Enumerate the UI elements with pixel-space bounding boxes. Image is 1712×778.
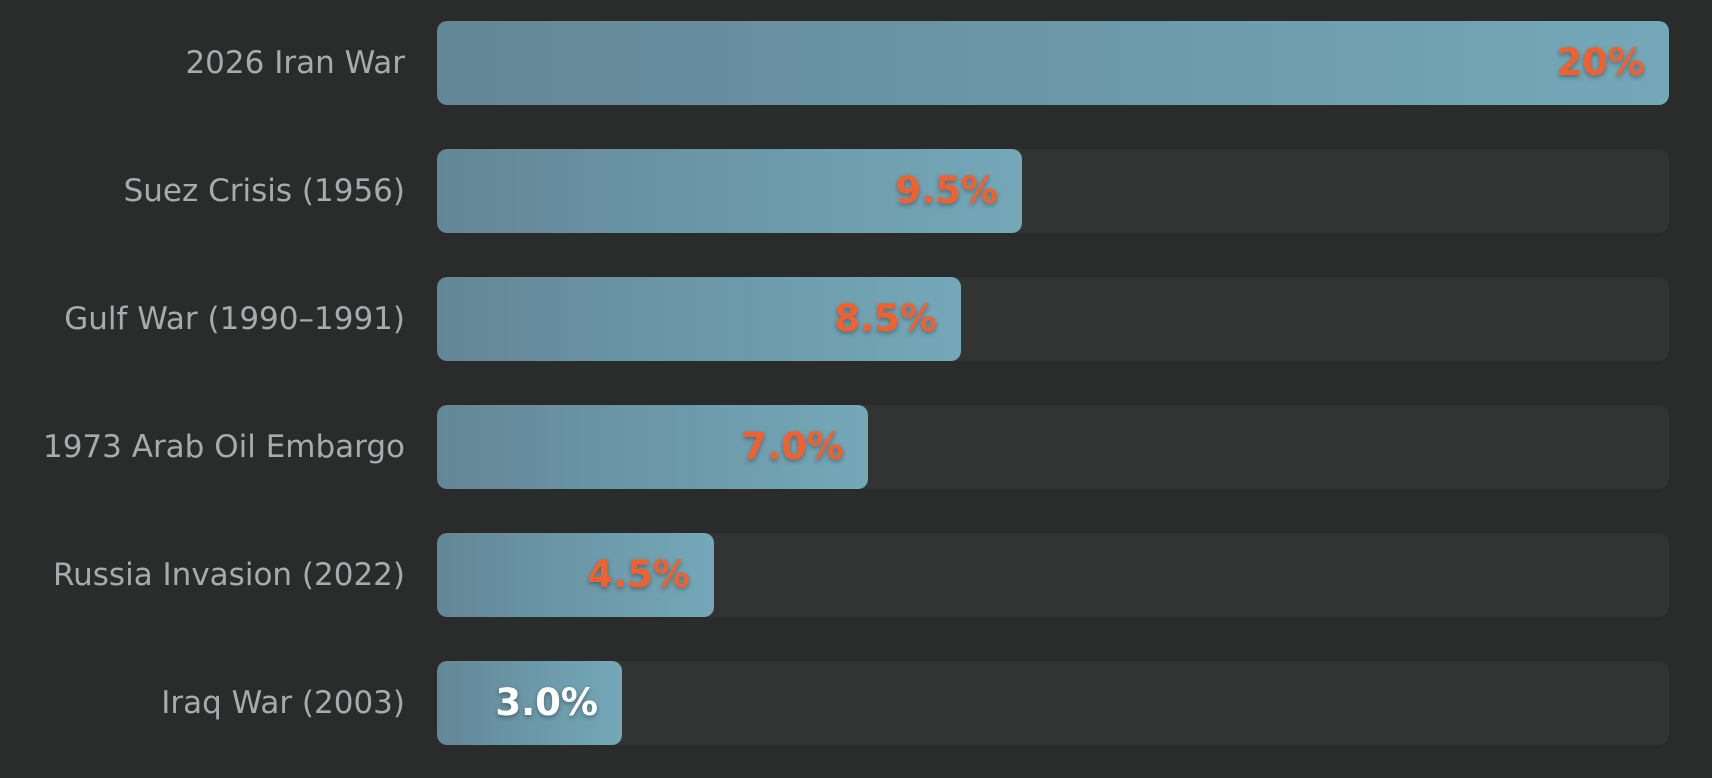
bar: 3.0% — [437, 661, 622, 745]
bar-row: 1973 Arab Oil Embargo 7.0% — [0, 405, 1712, 489]
value-label: 3.0% — [495, 681, 598, 724]
bar-track: 8.5% — [437, 277, 1669, 361]
bar-row: Suez Crisis (1956) 9.5% — [0, 149, 1712, 233]
bar: 20% — [437, 21, 1669, 105]
bar-row: Russia Invasion (2022) 4.5% — [0, 533, 1712, 617]
value-label: 9.5% — [895, 169, 998, 212]
bar-row: Gulf War (1990–1991) 8.5% — [0, 277, 1712, 361]
bar-track: 4.5% — [437, 533, 1669, 617]
bar: 4.5% — [437, 533, 714, 617]
bar: 7.0% — [437, 405, 868, 489]
value-label: 20% — [1556, 41, 1645, 84]
bar-row: Iraq War (2003) 3.0% — [0, 661, 1712, 745]
category-label: 2026 Iran War — [185, 45, 405, 81]
category-label: Suez Crisis (1956) — [123, 173, 405, 209]
bar: 9.5% — [437, 149, 1022, 233]
value-label: 7.0% — [741, 425, 844, 468]
category-label: Gulf War (1990–1991) — [64, 301, 405, 337]
category-label: Iraq War (2003) — [161, 685, 405, 721]
bar-row: 2026 Iran War 20% — [0, 21, 1712, 105]
value-label: 4.5% — [587, 553, 690, 596]
bar-track: 3.0% — [437, 661, 1669, 745]
bar-track: 7.0% — [437, 405, 1669, 489]
category-label: Russia Invasion (2022) — [52, 557, 405, 593]
bar-track: 9.5% — [437, 149, 1669, 233]
value-label: 8.5% — [834, 297, 937, 340]
bar-track: 20% — [437, 21, 1669, 105]
bar: 8.5% — [437, 277, 961, 361]
category-label: 1973 Arab Oil Embargo — [42, 429, 405, 465]
